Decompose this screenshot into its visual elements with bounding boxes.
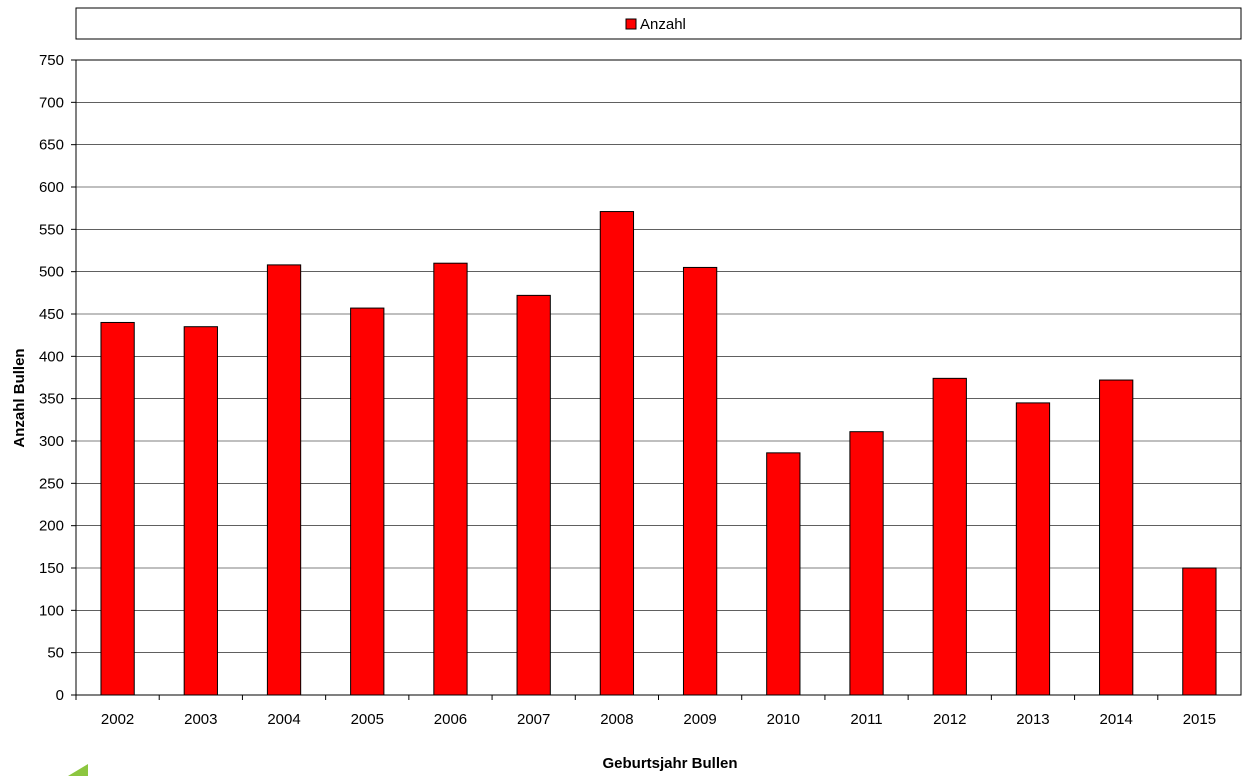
bars bbox=[100, 211, 1217, 696]
y-axis-title: Anzahl Bullen bbox=[11, 348, 28, 447]
y-tick-label: 100 bbox=[39, 602, 64, 619]
x-tick-label: 2013 bbox=[1016, 711, 1049, 728]
y-tick-label: 500 bbox=[39, 264, 64, 281]
y-tick-label: 250 bbox=[39, 475, 64, 492]
x-tick-label: 2005 bbox=[351, 711, 384, 728]
bar-2010 bbox=[766, 452, 801, 696]
y-tick-label: 450 bbox=[39, 306, 64, 323]
x-tick-label: 2008 bbox=[600, 711, 633, 728]
x-tick-label: 2014 bbox=[1099, 711, 1132, 728]
y-tick-label: 750 bbox=[39, 52, 64, 69]
bar-2011 bbox=[849, 431, 884, 696]
bar-2014 bbox=[1099, 379, 1134, 696]
y-tick-label: 150 bbox=[39, 560, 64, 577]
y-tick-label: 600 bbox=[39, 179, 64, 196]
y-tick-label: 50 bbox=[47, 645, 64, 662]
bar-2007 bbox=[516, 294, 551, 696]
y-tick-label: 200 bbox=[39, 518, 64, 535]
bar-2009 bbox=[682, 266, 718, 696]
x-axis: 2002 2003 2004 2005 2006 2007 2008 2009 2010 2011… bbox=[75, 695, 1216, 728]
x-tick-label: 2009 bbox=[683, 711, 716, 728]
x-tick-label: 2012 bbox=[933, 711, 966, 728]
bar-2004 bbox=[266, 264, 302, 696]
bar-2015 bbox=[1182, 567, 1217, 696]
x-axis-title: Geburtsjahr Bullen bbox=[602, 755, 737, 772]
legend-label: Anzahl bbox=[640, 16, 686, 33]
y-tick-label: 700 bbox=[39, 94, 64, 111]
y-tick-label: 350 bbox=[39, 391, 64, 408]
bar-2012 bbox=[932, 377, 967, 696]
bar-2005 bbox=[350, 307, 385, 696]
y-tick-label: 0 bbox=[56, 687, 64, 704]
y-tick-label: 550 bbox=[39, 221, 64, 238]
y-axis: 0 50 100 150 200 250 300 350 400 450 500 550 600 650 7… bbox=[39, 52, 76, 704]
legend: Anzahl bbox=[75, 7, 1242, 40]
bar-2013 bbox=[1015, 402, 1051, 696]
x-tick-label: 2002 bbox=[101, 711, 134, 728]
x-tick-label: 2007 bbox=[517, 711, 550, 728]
y-tick-label: 400 bbox=[39, 348, 64, 365]
x-tick-label: 2003 bbox=[184, 711, 217, 728]
x-tick-label: 2015 bbox=[1183, 711, 1216, 728]
x-tick-label: 2006 bbox=[434, 711, 467, 728]
green-arrow-icon bbox=[68, 764, 88, 776]
x-tick-label: 2010 bbox=[767, 711, 800, 728]
legend-swatch bbox=[625, 18, 637, 30]
legend-frame bbox=[75, 7, 1242, 40]
bar-2008 bbox=[599, 211, 635, 696]
y-tick-label: 650 bbox=[39, 137, 64, 154]
bar-2006 bbox=[433, 262, 468, 696]
bar-2002 bbox=[100, 321, 135, 696]
x-tick-label: 2011 bbox=[850, 711, 882, 728]
x-tick-label: 2004 bbox=[267, 711, 300, 728]
y-tick-label: 300 bbox=[39, 433, 64, 450]
bar-2003 bbox=[183, 326, 218, 696]
plot-area bbox=[75, 59, 1242, 696]
